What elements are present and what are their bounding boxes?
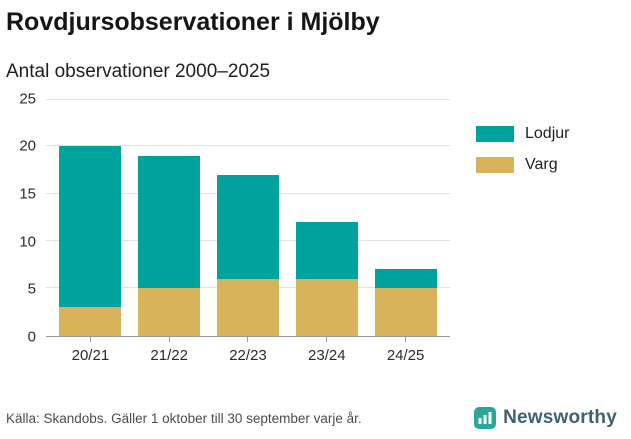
bar-segment-varg: [295, 278, 358, 336]
brand-name: Newsworthy: [503, 407, 617, 428]
x-tick: [209, 336, 288, 342]
bar-column: [130, 99, 209, 336]
legend-swatch-lodjur: [476, 125, 514, 142]
bar-segment-lodjur: [216, 174, 279, 279]
x-tick-label: 24/25: [386, 346, 425, 364]
x-tick: [130, 336, 209, 342]
y-tick-label: 10: [19, 233, 36, 251]
x-tick: [51, 336, 130, 342]
bar-stack-22/23: [216, 99, 279, 336]
x-axis-ticks: [46, 336, 450, 342]
x-tick-label: 20/21: [71, 346, 110, 364]
y-tick-label: 25: [19, 90, 36, 108]
page-title: Rovdjursobservationer i Mjölby: [6, 8, 380, 36]
source-text: Källa: Skandobs. Gäller 1 oktober till 3…: [6, 410, 362, 426]
legend-label: Lodjur: [525, 124, 570, 142]
bar-segment-lodjur: [59, 146, 122, 308]
bar-column: [209, 99, 288, 336]
bar-segment-lodjur: [295, 222, 358, 279]
y-axis: 0 5 10 15 20 25: [6, 90, 46, 345]
gridline: [46, 145, 450, 147]
x-tick: [366, 336, 445, 342]
y-tick-label: 5: [27, 280, 36, 298]
legend: Lodjur Varg: [476, 125, 569, 337]
bar-stack-21/22: [138, 99, 201, 336]
footer: Källa: Skandobs. Gäller 1 oktober till 3…: [6, 407, 617, 429]
gridline: [46, 98, 450, 100]
bar-stack-24/25: [374, 99, 437, 336]
chart: 0 5 10 15 20 25 Lodjur Varg: [6, 90, 617, 345]
bar-segment-varg: [138, 288, 201, 336]
bar-segment-varg: [216, 278, 279, 336]
chart-subtitle: Antal observationer 2000–2025: [6, 60, 271, 82]
bar-segment-lodjur: [138, 155, 201, 289]
bar-stack-20/21: [59, 99, 122, 336]
bars: [46, 99, 450, 336]
y-tick-label: 15: [19, 185, 36, 203]
bar-segment-lodjur: [374, 269, 437, 289]
bar-segment-varg: [374, 288, 437, 336]
bar-column: [366, 99, 445, 336]
bar-stack-23/24: [295, 99, 358, 336]
x-tick-label: 21/22: [150, 346, 188, 364]
legend-label: Varg: [525, 155, 558, 173]
legend-item-lodjur: Lodjur: [476, 125, 569, 143]
x-tick-label: 22/23: [229, 346, 267, 364]
plot-area: [46, 98, 450, 337]
brand: Newsworthy: [474, 407, 617, 429]
bar-column: [287, 99, 366, 336]
bar-column: [51, 99, 130, 336]
y-tick-label: 20: [19, 137, 36, 155]
legend-item-varg: Varg: [476, 156, 569, 174]
x-tick-label: 23/24: [308, 346, 346, 364]
bar-segment-varg: [59, 307, 122, 336]
newsworthy-logo-icon: [474, 407, 497, 429]
legend-swatch-varg: [476, 156, 514, 173]
y-tick-label: 0: [27, 328, 36, 346]
x-axis-labels: 20/21 21/22 22/23 23/24 24/25: [46, 342, 450, 364]
x-tick: [287, 336, 366, 342]
